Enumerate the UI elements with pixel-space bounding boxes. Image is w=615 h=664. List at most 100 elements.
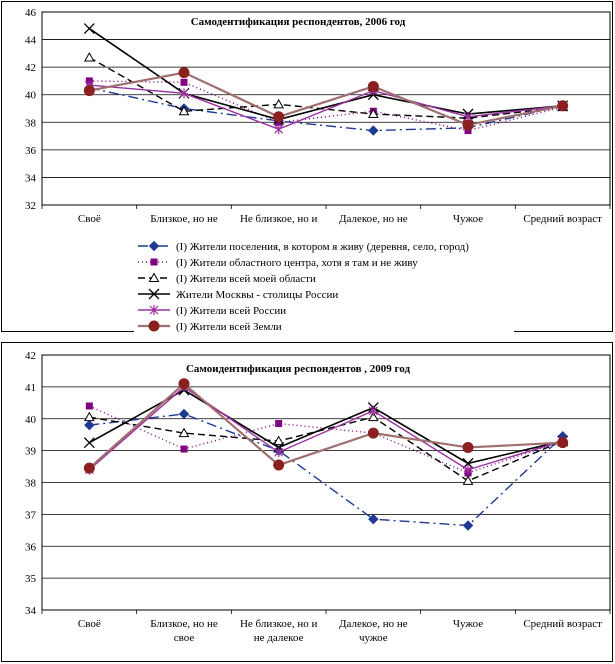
series-6-point	[178, 67, 190, 79]
series-3-point	[178, 105, 190, 116]
series-line-6	[88, 382, 563, 469]
chart-title: Самоидентификация респондентов , 2009 го…	[186, 363, 410, 375]
series-3-point	[83, 51, 95, 62]
x-tick-label: Чужое	[453, 213, 483, 225]
series-6-point	[367, 80, 379, 92]
series-3-point	[178, 427, 190, 438]
legend-marker	[148, 272, 160, 282]
y-tick-label: 32	[25, 200, 36, 212]
series-5-point	[274, 124, 284, 135]
series-line-4	[88, 389, 563, 465]
series-line-1	[89, 413, 564, 527]
x-tick-label: Своё	[78, 213, 101, 225]
x-tick-label: свое	[174, 632, 195, 644]
series-2-point	[275, 420, 283, 428]
series-6-point	[83, 85, 95, 97]
y-tick-label: 36	[25, 145, 37, 157]
series-line-3	[88, 56, 563, 119]
x-tick-label: Средний возраст	[523, 213, 602, 225]
series-5-point	[179, 88, 189, 99]
y-tick-label: 42	[25, 350, 36, 362]
legend-marker	[149, 305, 159, 315]
legend-label: (I) Жители всей моей области	[176, 273, 316, 285]
series-line-3	[89, 416, 563, 482]
x-tick-label: не далекое	[254, 632, 304, 644]
chart-panel-2009: 34 35 36 37 38 39 40 41 42 Своё Близкое, но не свое…	[1, 342, 613, 662]
series-6-point	[367, 427, 379, 439]
series-1-point	[178, 408, 190, 420]
x-tick-label: Близкое, но не	[150, 618, 218, 630]
y-tick-label: 34	[25, 605, 37, 617]
series-6-point	[462, 119, 474, 131]
legend-marker	[150, 258, 158, 266]
series-2-point	[85, 402, 93, 410]
series-6-point	[273, 459, 285, 471]
series-1-point	[462, 520, 474, 531]
legend-label: (I) Жители областного центра, хотя я там…	[176, 257, 418, 269]
chart-panel-2006: 32 34 36 38 40 42 44 46 Своё Близкое, но не Не бли…	[1, 1, 613, 340]
series-line-1	[89, 87, 563, 132]
legend-marker	[148, 240, 160, 252]
y-tick-label: 34	[25, 172, 37, 184]
y-tick-label: 40	[25, 90, 37, 102]
x-tick-label: Близкое, но не	[150, 213, 218, 225]
x-tick-label: Далекое, но не	[339, 213, 408, 225]
y-tick-label: 44	[25, 35, 37, 47]
series-1-point	[368, 513, 379, 525]
y-tick-label: 38	[25, 478, 37, 490]
series-5-point	[463, 464, 473, 475]
legend-marker	[148, 288, 160, 300]
x-tick-label: Далекое, но не	[339, 618, 408, 630]
series-6-point	[273, 111, 285, 123]
series-6-point	[557, 437, 569, 449]
series-3-point	[83, 411, 95, 422]
series-1-point	[84, 419, 95, 431]
y-tick-label: 37	[25, 509, 37, 521]
series-6-point	[557, 100, 569, 112]
y-tick-label: 39	[25, 446, 37, 458]
series-6-point	[462, 441, 474, 453]
legend-label: (I) Жители поселения, в котором я живу (…	[176, 241, 469, 253]
y-tick-label: 36	[25, 541, 37, 553]
legend	[134, 238, 514, 340]
series-3-point	[273, 435, 285, 446]
series-2-point	[180, 445, 188, 453]
series-line-5	[89, 84, 563, 130]
series-4-point	[83, 23, 95, 35]
x-tick-label: Средний возраст	[523, 618, 602, 630]
series-6-point	[178, 378, 190, 390]
series-2-point	[180, 78, 188, 86]
legend-label: (I) Жители всей Земли	[176, 321, 282, 333]
series-3-point	[367, 411, 379, 422]
series-5-point	[368, 405, 378, 416]
series-line-2	[89, 80, 563, 132]
x-tick-label: чужое	[359, 632, 388, 644]
chart-2009: 34 35 36 37 38 39 40 41 42 Своё Близкое, но не свое…	[25, 350, 611, 644]
series-line-6	[89, 71, 563, 127]
x-tick-label: Чужое	[453, 618, 483, 630]
chart-title: Самодентификация респондентов, 2006 год	[191, 16, 406, 28]
y-tick-label: 41	[25, 382, 36, 394]
series-5-point	[274, 447, 284, 458]
x-tick-label: Не близкое, но и	[240, 213, 318, 225]
series-1-point	[368, 125, 379, 136]
chart-2006: 32 34 36 38 40 42 44 46 Своё Близкое, но не Не бли…	[25, 7, 611, 340]
y-tick-label: 46	[25, 7, 37, 19]
series-4-point	[83, 437, 95, 449]
series-line-4	[88, 27, 563, 121]
legend-label: (I) Жители всей России	[176, 305, 286, 317]
y-tick-label: 42	[25, 62, 36, 74]
series-3-point	[273, 98, 285, 109]
y-tick-label: 40	[25, 414, 37, 426]
series-line-5	[88, 385, 563, 471]
x-tick-label: Своё	[78, 618, 101, 630]
y-tick-label: 38	[25, 117, 37, 129]
legend-label: Жители Москвы - столицы России	[176, 289, 338, 301]
series-3-point	[367, 108, 379, 119]
series-6-point	[83, 462, 95, 474]
series-3-point	[462, 475, 474, 485]
x-tick-label: Не близкое, но и	[240, 618, 318, 630]
series-line-2	[89, 405, 563, 474]
y-tick-label: 35	[25, 573, 37, 585]
legend-marker	[148, 320, 160, 332]
